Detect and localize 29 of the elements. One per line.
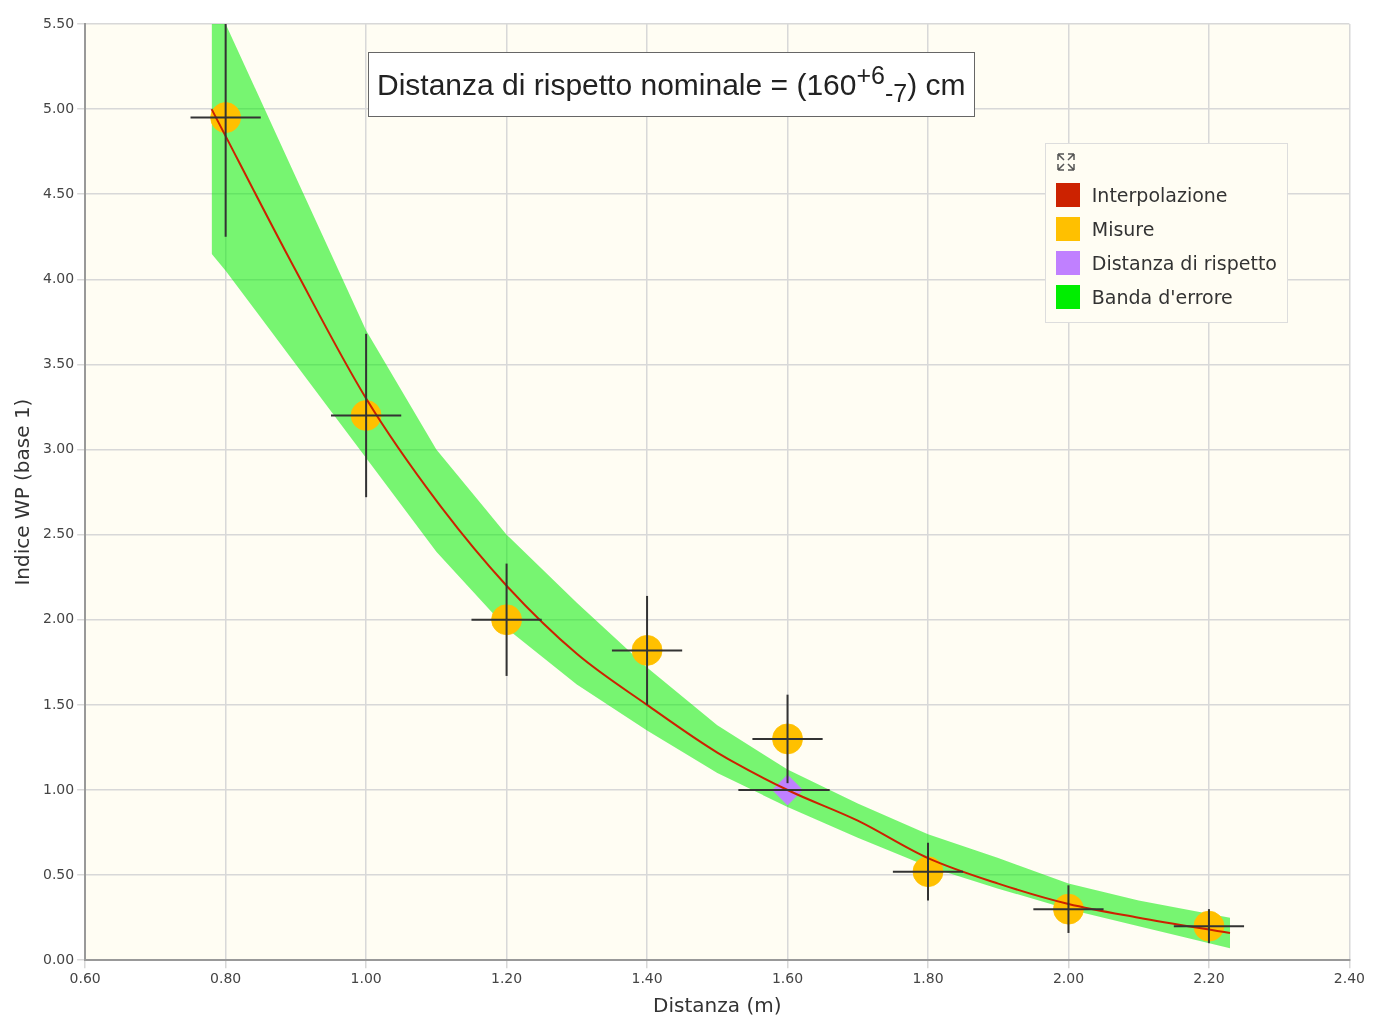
y-tick-label: 2.50 (43, 525, 75, 542)
x-tick-label: 0.60 (69, 970, 101, 987)
y-axis-title: Indice WP (base 1) (10, 398, 35, 586)
y-tick-label: 1.00 (43, 780, 75, 797)
y-tick-label: 2.00 (43, 610, 75, 627)
x-tick-label: 0.80 (210, 970, 242, 987)
legend-label: Banda d'errore (1091, 286, 1233, 308)
x-tick-label: 1.40 (631, 970, 663, 987)
y-tick-label: 3.50 (43, 355, 75, 372)
legend-label: Misure (1091, 218, 1155, 240)
text: Distanza di rispetto nominale = (160$^{+6}$$_{-7}$) cm (368, 52, 975, 117)
x-tick-label: 2.20 (1193, 970, 1225, 987)
y-tick-label: 4.00 (43, 269, 75, 286)
x-tick-label: 1.80 (912, 970, 944, 987)
x-tick-label: 2.00 (1052, 970, 1085, 987)
y-tick-label: 0.50 (43, 865, 75, 882)
y-tick-label: 1.50 (43, 695, 75, 712)
x-tick-label: 2.40 (1333, 970, 1365, 987)
y-tick-label: 5.50 (43, 14, 75, 31)
x-tick-label: 1.00 (350, 970, 382, 987)
y-tick-label: 0.00 (43, 950, 75, 967)
y-tick-label: 5.00 (43, 99, 75, 116)
y-tick-label: 3.00 (43, 440, 75, 457)
x-tick-label: 1.60 (771, 970, 804, 987)
legend-label: Interpolazione (1091, 184, 1228, 206)
x-tick-label: 1.20 (491, 970, 523, 987)
legend-label: Distanza di rispetto (1091, 252, 1277, 274)
x-axis-title: Distanza (m) (653, 993, 782, 1018)
y-tick-label: 4.50 (43, 184, 75, 201)
